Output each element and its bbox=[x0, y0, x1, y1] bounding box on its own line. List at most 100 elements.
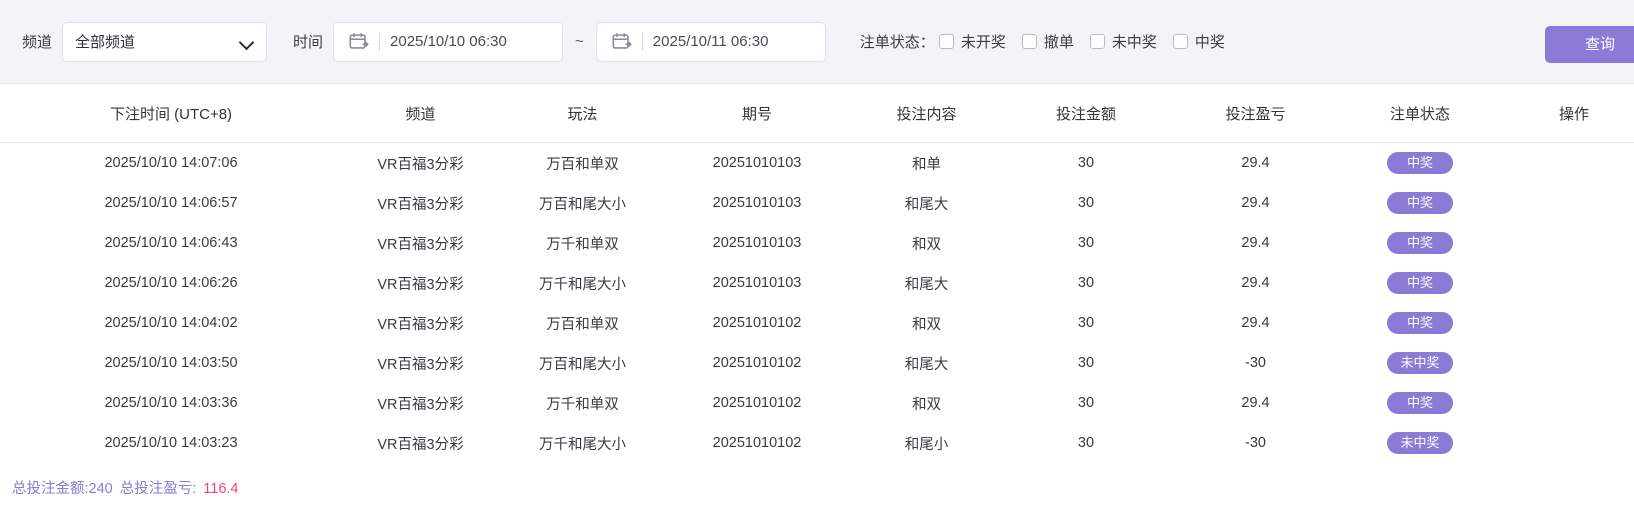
play-type-cell: 万百和单双 bbox=[499, 303, 666, 343]
checkbox-icon[interactable] bbox=[1021, 34, 1037, 49]
table-header-row: 下注时间 (UTC+8) 频道 玩法 期号 投注内容 投注金额 投注盈亏 注单状… bbox=[0, 84, 1634, 143]
actions-cell[interactable] bbox=[1496, 303, 1634, 343]
checkbox-icon[interactable] bbox=[938, 34, 954, 49]
order-status-cell: 中奖 bbox=[1344, 223, 1496, 263]
column-header-actions[interactable]: 操作 bbox=[1496, 84, 1634, 143]
chevron-down-icon bbox=[240, 37, 254, 46]
profit-loss-cell: -30 bbox=[1167, 343, 1344, 383]
status-badge: 中奖 bbox=[1387, 152, 1453, 174]
column-header-status[interactable]: 注单状态 bbox=[1344, 84, 1496, 143]
checkbox-icon[interactable] bbox=[1089, 34, 1105, 49]
column-header-profit[interactable]: 投注盈亏 bbox=[1167, 84, 1344, 143]
table-row[interactable]: 2025/10/10 14:04:02 VR百福3分彩 万百和单双 202510101… bbox=[0, 303, 1634, 343]
bet-time-cell: 2025/10/10 14:06:43 bbox=[0, 223, 342, 263]
column-header-amount[interactable]: 投注金额 bbox=[1005, 84, 1167, 143]
actions-cell[interactable] bbox=[1496, 263, 1634, 303]
bet-content-cell: 和双 bbox=[848, 383, 1005, 423]
bet-content-cell: 和双 bbox=[848, 303, 1005, 343]
status-badge: 中奖 bbox=[1387, 392, 1453, 414]
table-row[interactable]: 2025/10/10 14:06:43 VR百福3分彩 万千和单双 202510101… bbox=[0, 223, 1634, 263]
channel-cell: VR百福3分彩 bbox=[342, 383, 499, 423]
table-header: 下注时间 (UTC+8) 频道 玩法 期号 投注内容 投注金额 投注盈亏 注单状… bbox=[0, 84, 1634, 143]
bet-time-cell: 2025/10/10 14:06:57 bbox=[0, 183, 342, 223]
bet-content-cell: 和双 bbox=[848, 223, 1005, 263]
table-row[interactable]: 2025/10/10 14:06:26 VR百福3分彩 万千和尾大小 20251010… bbox=[0, 263, 1634, 303]
column-header-content[interactable]: 投注内容 bbox=[848, 84, 1005, 143]
issue-number-cell: 20251010102 bbox=[666, 423, 848, 463]
order-status-cell: 中奖 bbox=[1344, 142, 1496, 183]
play-type-cell: 万百和尾大小 bbox=[499, 183, 666, 223]
actions-cell[interactable] bbox=[1496, 343, 1634, 383]
status-checkbox-not-drawn[interactable]: 未开奖 bbox=[938, 31, 1006, 52]
column-header-time[interactable]: 下注时间 (UTC+8) bbox=[0, 84, 342, 143]
status-checkbox-label: 未开奖 bbox=[960, 34, 1006, 51]
table-row[interactable]: 2025/10/10 14:03:36 VR百福3分彩 万千和单双 202510101… bbox=[0, 383, 1634, 423]
status-checkbox-cancelled[interactable]: 撤单 bbox=[1021, 31, 1074, 52]
issue-number-cell: 20251010102 bbox=[666, 303, 848, 343]
table-row[interactable]: 2025/10/10 14:06:57 VR百福3分彩 万百和尾大小 20251010… bbox=[0, 183, 1634, 223]
profit-loss-cell: 29.4 bbox=[1167, 223, 1344, 263]
bet-records-table: 下注时间 (UTC+8) 频道 玩法 期号 投注内容 投注金额 投注盈亏 注单状… bbox=[0, 84, 1634, 463]
checkbox-icon[interactable] bbox=[1172, 34, 1188, 49]
bet-amount-cell: 30 bbox=[1005, 223, 1167, 263]
total-amount-label: 总投注金额: bbox=[12, 481, 89, 497]
bet-amount-cell: 30 bbox=[1005, 142, 1167, 183]
channel-select-value: 全部频道 bbox=[75, 34, 136, 51]
date-divider bbox=[641, 32, 643, 51]
play-type-cell: 万百和单双 bbox=[499, 142, 666, 183]
start-date-input[interactable]: 2025/10/10 06:30 bbox=[333, 21, 564, 62]
channel-cell: VR百福3分彩 bbox=[342, 183, 499, 223]
calendar-range-icon bbox=[348, 31, 370, 53]
actions-cell[interactable] bbox=[1496, 423, 1634, 463]
channel-select[interactable]: 全部频道 bbox=[62, 21, 268, 62]
status-checkbox-not-won[interactable]: 未中奖 bbox=[1089, 31, 1157, 52]
order-status-cell: 未中奖 bbox=[1344, 343, 1496, 383]
bet-amount-cell: 30 bbox=[1005, 303, 1167, 343]
play-type-cell: 万千和单双 bbox=[499, 223, 666, 263]
status-badge: 中奖 bbox=[1387, 312, 1453, 334]
total-profit-label: 总投注盈亏: bbox=[119, 481, 197, 497]
bet-amount-cell: 30 bbox=[1005, 383, 1167, 423]
bet-time-cell: 2025/10/10 14:03:23 bbox=[0, 423, 342, 463]
table-row[interactable]: 2025/10/10 14:03:50 VR百福3分彩 万百和尾大小 20251010… bbox=[0, 343, 1634, 383]
column-header-channel[interactable]: 频道 bbox=[342, 84, 499, 143]
bet-time-cell: 2025/10/10 14:03:50 bbox=[0, 343, 342, 383]
status-checkbox-label: 未中奖 bbox=[1111, 34, 1157, 51]
date-range-separator: ~ bbox=[575, 33, 584, 50]
totals-summary: 总投注金额:240 总投注盈亏: 116.4 bbox=[0, 463, 1634, 498]
table-row[interactable]: 2025/10/10 14:07:06 VR百福3分彩 万百和单双 202510101… bbox=[0, 142, 1634, 183]
status-badge: 中奖 bbox=[1387, 272, 1453, 294]
column-header-issue[interactable]: 期号 bbox=[666, 84, 848, 143]
actions-cell[interactable] bbox=[1496, 223, 1634, 263]
profit-loss-cell: 29.4 bbox=[1167, 263, 1344, 303]
play-type-cell: 万百和尾大小 bbox=[499, 343, 666, 383]
bet-amount-cell: 30 bbox=[1005, 423, 1167, 463]
status-checkbox-won[interactable]: 中奖 bbox=[1172, 31, 1225, 52]
play-type-cell: 万千和单双 bbox=[499, 383, 666, 423]
column-header-play[interactable]: 玩法 bbox=[499, 84, 666, 143]
end-date-input[interactable]: 2025/10/11 06:30 bbox=[595, 21, 826, 62]
status-badge: 中奖 bbox=[1387, 232, 1453, 254]
issue-number-cell: 20251010102 bbox=[666, 343, 848, 383]
date-divider bbox=[379, 32, 381, 51]
actions-cell[interactable] bbox=[1496, 142, 1634, 183]
actions-cell[interactable] bbox=[1496, 183, 1634, 223]
profit-loss-cell: 29.4 bbox=[1167, 183, 1344, 223]
query-button[interactable]: 查询 bbox=[1545, 26, 1634, 63]
status-badge: 未中奖 bbox=[1387, 432, 1453, 454]
issue-number-cell: 20251010102 bbox=[666, 383, 848, 423]
profit-loss-cell: -30 bbox=[1167, 423, 1344, 463]
time-label: 时间 bbox=[293, 34, 324, 51]
table-row[interactable]: 2025/10/10 14:03:23 VR百福3分彩 万千和尾大小 20251010… bbox=[0, 423, 1634, 463]
order-status-cell: 中奖 bbox=[1344, 383, 1496, 423]
status-badge: 未中奖 bbox=[1387, 352, 1453, 374]
order-status-cell: 中奖 bbox=[1344, 263, 1496, 303]
channel-cell: VR百福3分彩 bbox=[342, 423, 499, 463]
play-type-cell: 万千和尾大小 bbox=[499, 423, 666, 463]
channel-cell: VR百福3分彩 bbox=[342, 303, 499, 343]
actions-cell[interactable] bbox=[1496, 383, 1634, 423]
profit-loss-cell: 29.4 bbox=[1167, 383, 1344, 423]
channel-cell: VR百福3分彩 bbox=[342, 223, 499, 263]
status-checkbox-label: 撤单 bbox=[1043, 34, 1074, 51]
status-checkbox-label: 中奖 bbox=[1194, 34, 1225, 51]
